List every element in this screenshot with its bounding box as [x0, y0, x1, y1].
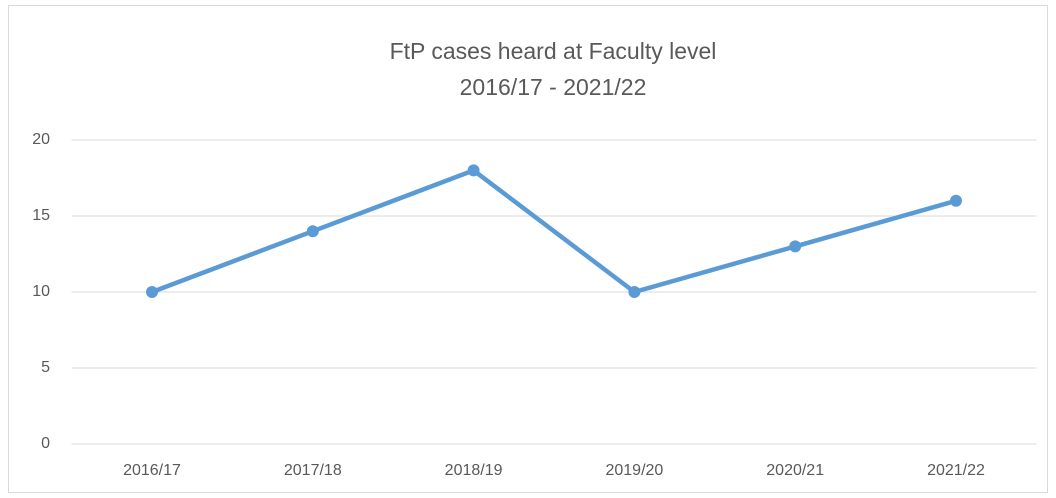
y-tick-label: 20 [32, 131, 50, 148]
x-tick-label: 2017/18 [284, 462, 342, 479]
y-tick-label: 10 [32, 283, 50, 300]
data-point [950, 194, 962, 207]
chart-title: FtP cases heard at Faculty level [390, 38, 717, 64]
data-point [306, 225, 319, 238]
y-tick-label: 15 [32, 207, 50, 224]
x-tick-label: 2016/17 [123, 462, 181, 479]
chart-subtitle: 2016/17 - 2021/22 [460, 74, 647, 100]
x-tick-label: 2021/22 [927, 462, 985, 479]
x-tick-label: 2018/19 [445, 462, 503, 479]
data-point [146, 286, 158, 298]
data-point [789, 240, 802, 253]
data-point [628, 286, 641, 298]
data-line [149, 168, 959, 295]
y-tick-label: 0 [41, 435, 50, 452]
x-tick-label: 2019/20 [605, 462, 663, 479]
x-tick-label: 2020/21 [766, 462, 824, 479]
chart-border [8, 5, 1048, 493]
y-tick-label: 5 [41, 359, 50, 376]
data-point [467, 164, 480, 177]
